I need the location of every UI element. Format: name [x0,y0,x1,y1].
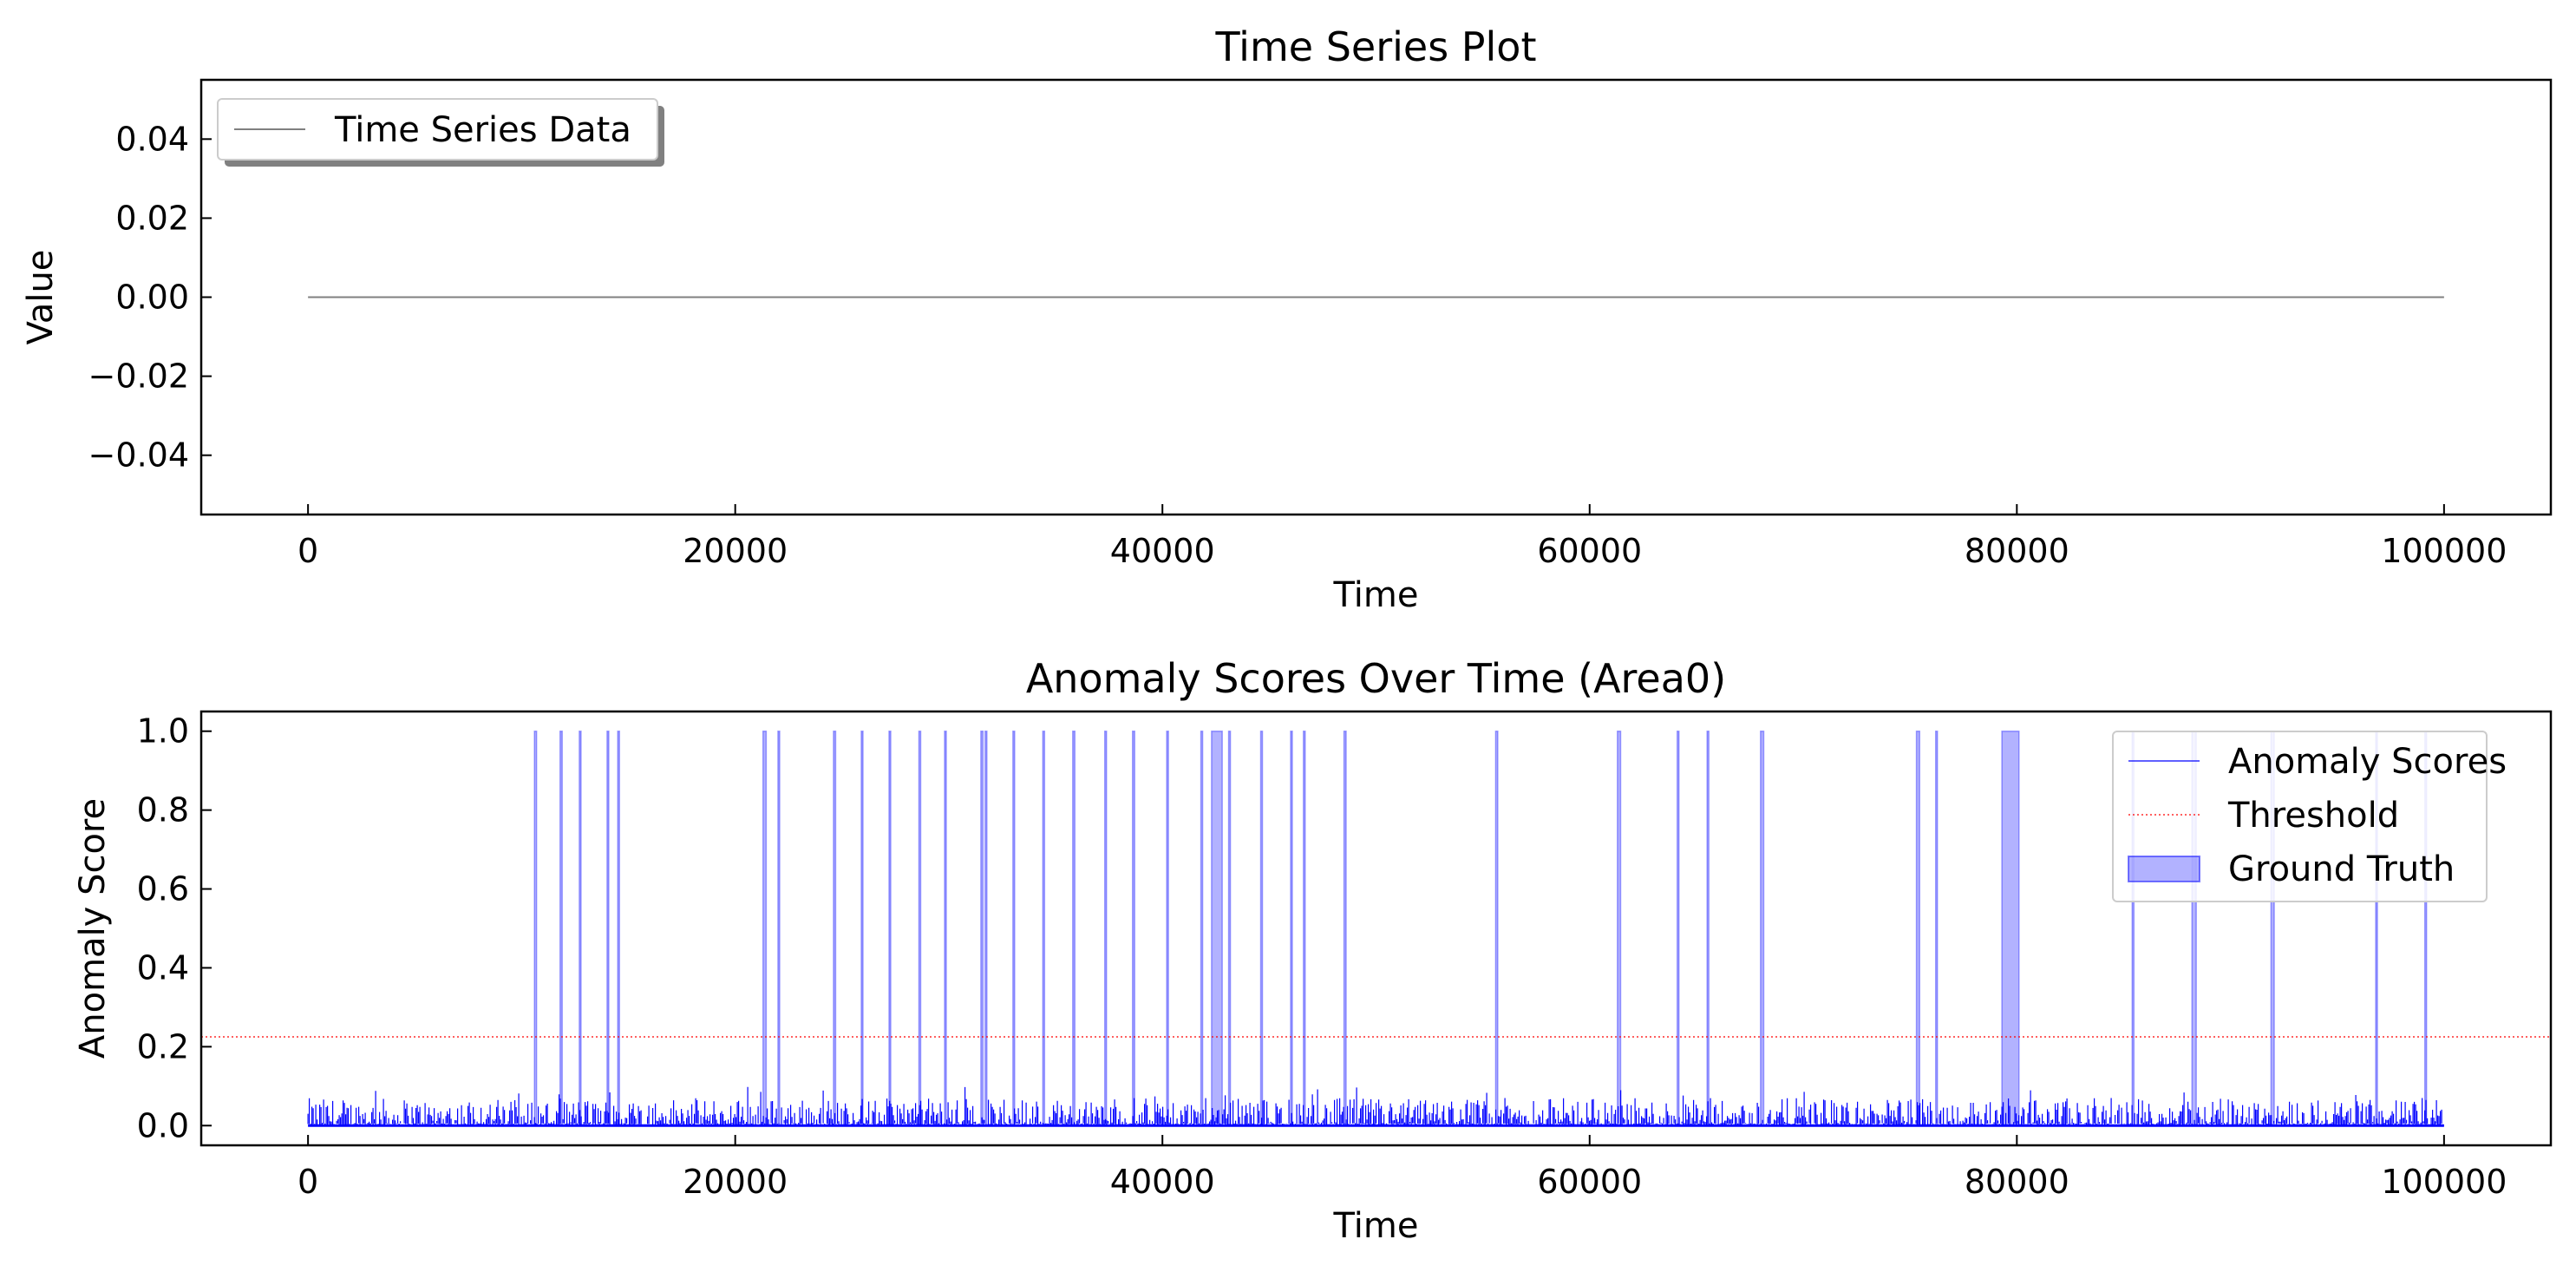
ground-truth-interval [1494,730,1499,1127]
ground-truth-interval [1103,730,1108,1127]
x-tick-label: 40000 [1110,1163,1215,1201]
ground-truth-interval [1760,730,1765,1127]
x-tick-label: 80000 [1965,532,2069,570]
legend-label-time-series: Time Series Data [334,110,631,150]
x-tick-label: 60000 [1537,532,1642,570]
y-tick-label: 0.8 [137,791,189,829]
x-tick-label: 0 [297,532,318,570]
ground-truth-interval [1227,730,1232,1127]
ground-truth-interval [980,730,984,1127]
axes-frame [199,710,2553,1147]
legend-swatch-ground-truth [2128,856,2200,882]
y-tick-label: 0.04 [115,120,189,158]
legend-label-threshold: Threshold [2227,796,2399,836]
legend: Anomaly Scores Threshold Ground Truth [2112,731,2507,902]
x-axis: 0 20000 40000 60000 80000 100000 [297,1135,2507,1201]
ground-truth-interval [617,730,620,1127]
ground-truth-interval [533,730,538,1127]
y-tick-label: 1.0 [137,712,189,751]
ground-truth-interval [1303,730,1306,1127]
legend-box [217,98,658,161]
y-tick-label: 0.4 [137,948,189,987]
ground-truth-interval [1934,730,1939,1127]
ground-truth-interval [1290,730,1293,1127]
chart-title: Time Series Plot [1215,23,1537,70]
ground-truth-interval [762,730,768,1127]
ground-truth-interval [2001,730,2020,1127]
legend: Time Series Data [217,98,664,167]
x-tick-label: 20000 [683,532,788,570]
ground-truth-interval [1200,730,1204,1127]
ground-truth-interval [984,730,988,1127]
x-tick-label: 20000 [683,1163,788,1201]
series-line-anomaly-scores [307,1086,2444,1126]
y-tick-label: 0.0 [137,1106,189,1144]
ground-truth-interval [1042,730,1046,1127]
y-tick-label: 0.00 [115,279,189,317]
ground-truth-interval [1072,730,1076,1127]
y-axis: −0.04 −0.02 0.00 0.02 0.04 [88,120,212,475]
ground-truth-interval [1211,730,1223,1127]
ground-truth-interval [1915,730,1921,1127]
y-axis-label: Value [21,250,61,345]
ground-truth-interval [918,730,922,1127]
x-tick-label: 40000 [1110,532,1215,570]
time-series-panel: Time Series Plot 0 20000 40000 60000 80000 10… [21,23,2553,615]
ground-truth-interval [1343,730,1347,1127]
ground-truth-interval [606,730,610,1127]
anomaly-panel: Anomaly Scores Over Time (Area0) 0 20000 4… [73,655,2553,1246]
ground-truth-interval [888,730,892,1127]
ground-truth-interval [1166,730,1169,1127]
x-tick-label: 100000 [2381,532,2507,570]
y-tick-label: −0.02 [88,357,189,396]
ground-truth-interval [1676,730,1680,1127]
ground-truth-interval [579,730,582,1127]
ground-truth-interval [860,730,864,1127]
ground-truth-interval [1131,730,1135,1127]
ground-truth-interval [1706,730,1710,1127]
y-tick-label: −0.04 [88,436,189,475]
y-axis-label: Anomaly Score [73,798,113,1059]
legend-label-ground-truth: Ground Truth [2228,849,2455,889]
anomaly-scores-layer [307,1086,2444,1127]
x-tick-label: 60000 [1537,1163,1642,1201]
x-tick-label: 80000 [1965,1163,2069,1201]
legend-box [2112,731,2488,902]
x-axis-label: Time [1333,575,1419,615]
ground-truth-interval [777,730,781,1127]
x-axis-label: Time [1333,1206,1419,1246]
ground-truth-interval [1617,730,1622,1127]
legend-label-anomaly-scores: Anomaly Scores [2228,742,2507,782]
chart-title: Anomaly Scores Over Time (Area0) [1026,655,1726,702]
plot-area [201,730,2551,1127]
x-tick-label: 0 [297,1163,318,1201]
ground-truth-interval [559,730,563,1127]
x-tick-label: 100000 [2381,1163,2507,1201]
y-tick-label: 0.2 [137,1027,189,1065]
ground-truth-interval [1012,730,1016,1127]
ground-truth-interval [833,730,837,1127]
y-tick-label: 0.02 [115,199,189,237]
ground-truth-interval [1259,730,1264,1127]
x-axis: 0 20000 40000 60000 80000 100000 [297,504,2507,570]
y-axis: 0.0 0.2 0.4 0.6 0.8 1.0 [137,712,212,1144]
ground-truth-interval [944,730,947,1127]
y-tick-label: 0.6 [137,870,189,908]
